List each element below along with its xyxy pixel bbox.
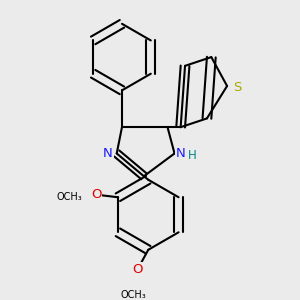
Text: O: O bbox=[91, 188, 101, 201]
Text: OCH₃: OCH₃ bbox=[121, 290, 146, 300]
Text: S: S bbox=[233, 81, 242, 94]
Text: H: H bbox=[188, 149, 197, 162]
Text: OCH₃: OCH₃ bbox=[57, 192, 83, 202]
Text: N: N bbox=[176, 147, 185, 160]
Text: N: N bbox=[103, 147, 113, 160]
Text: O: O bbox=[133, 262, 143, 276]
